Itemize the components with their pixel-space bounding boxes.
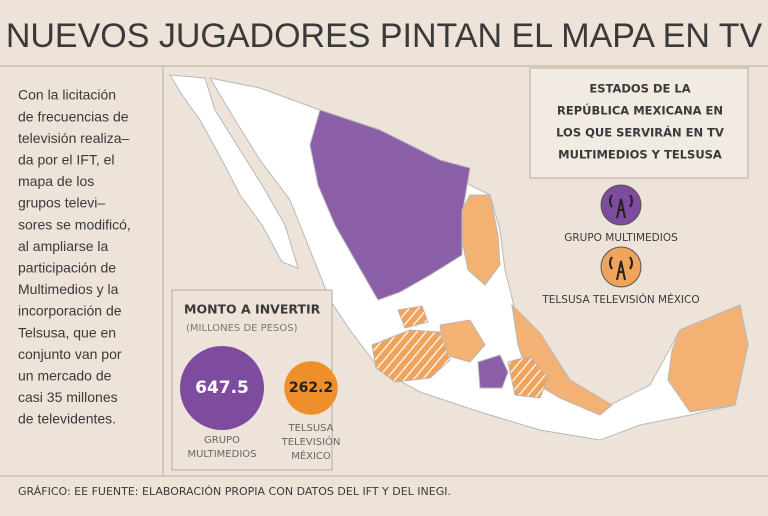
intro-line: Con la licitación (18, 87, 116, 103)
legend-title: LOS QUE SERVIRÁN EN TV (556, 125, 724, 140)
telsusa-west (371, 329, 451, 383)
intro-line: mapa de los (18, 173, 94, 189)
legend-title: ESTADOS DE LA (589, 82, 690, 96)
intro-line: televisión realiza– (18, 130, 129, 146)
bubble-label: MULTIMEDIOS (187, 449, 256, 460)
intro-line: de televidentes. (18, 411, 116, 427)
bubble-label: MÉXICO (291, 449, 331, 462)
antenna-icon (609, 256, 633, 281)
bubble (284, 361, 338, 415)
investment-unit: (MILLONES DE PESOS) (186, 323, 298, 334)
multimedios-center (477, 354, 509, 389)
telsusa-puebla (507, 355, 549, 399)
intro-line: casi 35 millones (18, 389, 118, 405)
intro-line: al ampliarse la (18, 238, 108, 254)
antenna-icon (609, 194, 633, 219)
legend-label: TELSUSA TELEVISIÓN MÉXICO (541, 293, 699, 306)
title: NUEVOS JUGADORES PINTAN EL MAPA EN TV (6, 17, 763, 55)
bubble-label: GRUPO (204, 435, 240, 446)
intro-line: sores se modificó, (18, 216, 131, 232)
legend-box (529, 67, 749, 179)
legend-label: GRUPO MULTIMEDIOS (564, 232, 678, 244)
legend-icon (600, 184, 642, 226)
bubble-label: TELSUSA (287, 423, 333, 434)
intro-line: un mercado de (18, 368, 112, 384)
legend: ESTADOS DE LA REPÚBLICA MEXICANA EN LOS QU… (541, 82, 724, 307)
intro-line: incorporación de (18, 303, 122, 319)
intro-line: de frecuencias de (18, 108, 129, 124)
telsusa-yucatan (667, 304, 749, 413)
legend-icon (600, 246, 642, 288)
legend-title: MULTIMEDIOS Y TELSUSA (558, 148, 722, 162)
bubble-label: TELEVISIÓN (281, 435, 341, 448)
telsusa-gulf (511, 303, 613, 416)
investment-title: MONTO A INVERTIR (184, 302, 321, 317)
intro-line: Multimedios y la (18, 281, 119, 297)
baja-california (169, 74, 299, 269)
bubble-value: 262.2 (289, 380, 333, 396)
telsusa-west (397, 305, 429, 329)
bubbles: 647.5 GRUPO MULTIMEDIOS 262.2 TELSUSATELEVIS… (180, 346, 340, 462)
map (169, 74, 749, 441)
telsusa-northeast (461, 194, 501, 286)
intro-line: Telsusa, que en (18, 324, 116, 340)
bubble-value: 647.5 (195, 378, 249, 398)
intro-line: da por el IFT, el (18, 152, 115, 168)
multimedios-north (309, 109, 471, 301)
intro-line: participación de (18, 260, 116, 276)
intro-line: conjunto van por (18, 346, 122, 362)
intro-line: grupos televi– (18, 195, 105, 211)
legend-title: REPÚBLICA MEXICANA EN (557, 103, 723, 118)
bubble (180, 346, 264, 430)
source: GRÁFICO: EE FUENTE: ELABORACIÓN PROPIA C… (18, 485, 451, 498)
intro-text: Con la licitación de frecuencias de televi… (18, 87, 131, 427)
